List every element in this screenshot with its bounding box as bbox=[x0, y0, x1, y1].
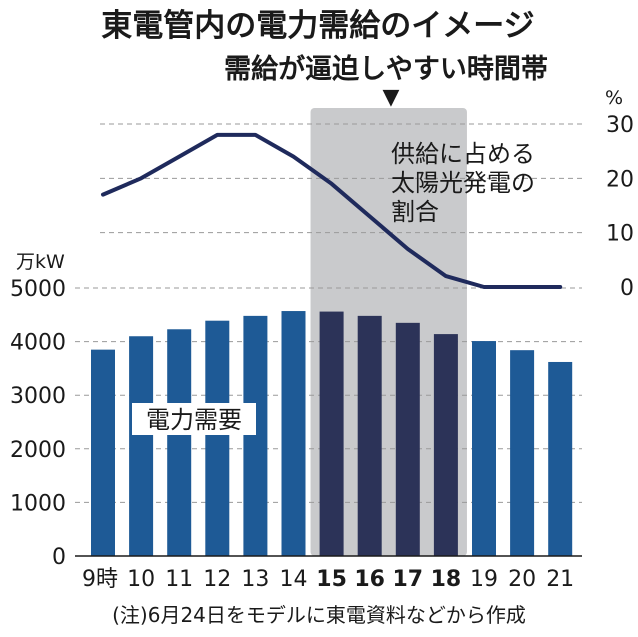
demand-bar bbox=[129, 336, 154, 556]
demand-series-label: 電力需要 bbox=[146, 406, 242, 434]
bar-y-tick: 5000 bbox=[10, 277, 66, 302]
demand-bar bbox=[205, 320, 230, 556]
x-tick: 12 bbox=[203, 567, 231, 592]
solar-series-label: 供給に占める 太陽光発電の 割合 bbox=[391, 140, 535, 226]
bar-y-tick: 3000 bbox=[10, 384, 66, 409]
line-y-tick: 10 bbox=[606, 222, 634, 247]
bar-y-ticks: 5000 4000 3000 2000 1000 0 bbox=[10, 277, 66, 570]
x-tick: 19 bbox=[470, 567, 498, 592]
x-tick: 18 bbox=[431, 567, 462, 592]
demand-label-bg bbox=[132, 403, 256, 435]
x-ticks: 9時 10 11 12 13 14 15 16 17 18 19 20 21 bbox=[82, 567, 574, 592]
x-tick: 9時 bbox=[82, 567, 118, 592]
footnote: (注)6月24日をモデルに東電資料などから作成 bbox=[112, 603, 526, 627]
x-tick: 11 bbox=[165, 567, 193, 592]
demand-bar bbox=[281, 311, 306, 556]
peak-marker: ▼ bbox=[383, 85, 400, 110]
line-y-tick: 30 bbox=[606, 113, 634, 138]
x-tick: 10 bbox=[127, 567, 155, 592]
x-tick: 14 bbox=[280, 567, 308, 592]
bar-y-tick: 2000 bbox=[10, 438, 66, 463]
chart-subtitle: 需給が逼迫しやすい時間帯 bbox=[224, 53, 548, 85]
demand-bar bbox=[395, 322, 420, 556]
solar-share-line bbox=[101, 132, 563, 289]
solar-label-line-2: 太陽光発電の bbox=[391, 169, 535, 197]
x-tick: 17 bbox=[392, 567, 423, 592]
x-tick: 20 bbox=[508, 567, 536, 592]
demand-bar bbox=[548, 361, 573, 556]
demand-bar bbox=[91, 349, 115, 556]
x-tick: 16 bbox=[354, 567, 385, 592]
demand-bar bbox=[433, 334, 458, 556]
demand-bar bbox=[243, 315, 268, 556]
x-tick: 13 bbox=[241, 567, 269, 592]
bar-y-tick: 0 bbox=[52, 545, 66, 570]
demand-bar bbox=[472, 341, 496, 556]
demand-bar bbox=[319, 311, 344, 556]
demand-bar bbox=[167, 329, 192, 556]
chart-title: 東電管内の電力需給のイメージ bbox=[101, 8, 534, 44]
line-y-unit: % bbox=[605, 87, 623, 109]
line-y-ticks: 30 20 10 0 bbox=[606, 113, 634, 301]
peak-period-shade bbox=[310, 108, 467, 556]
x-tick: 21 bbox=[546, 567, 574, 592]
demand-bar bbox=[510, 350, 535, 556]
bar-y-tick: 4000 bbox=[10, 331, 66, 356]
demand-bars bbox=[91, 311, 573, 556]
solar-label-line-3: 割合 bbox=[391, 198, 439, 226]
solar-label-line-1: 供給に占める bbox=[391, 140, 535, 168]
x-tick: 15 bbox=[316, 567, 347, 592]
demand-bar bbox=[357, 315, 382, 556]
line-y-tick: 20 bbox=[606, 167, 634, 192]
bar-y-tick: 1000 bbox=[10, 491, 66, 516]
line-y-tick: 0 bbox=[620, 276, 634, 301]
bar-y-unit: 万kW bbox=[16, 251, 65, 273]
